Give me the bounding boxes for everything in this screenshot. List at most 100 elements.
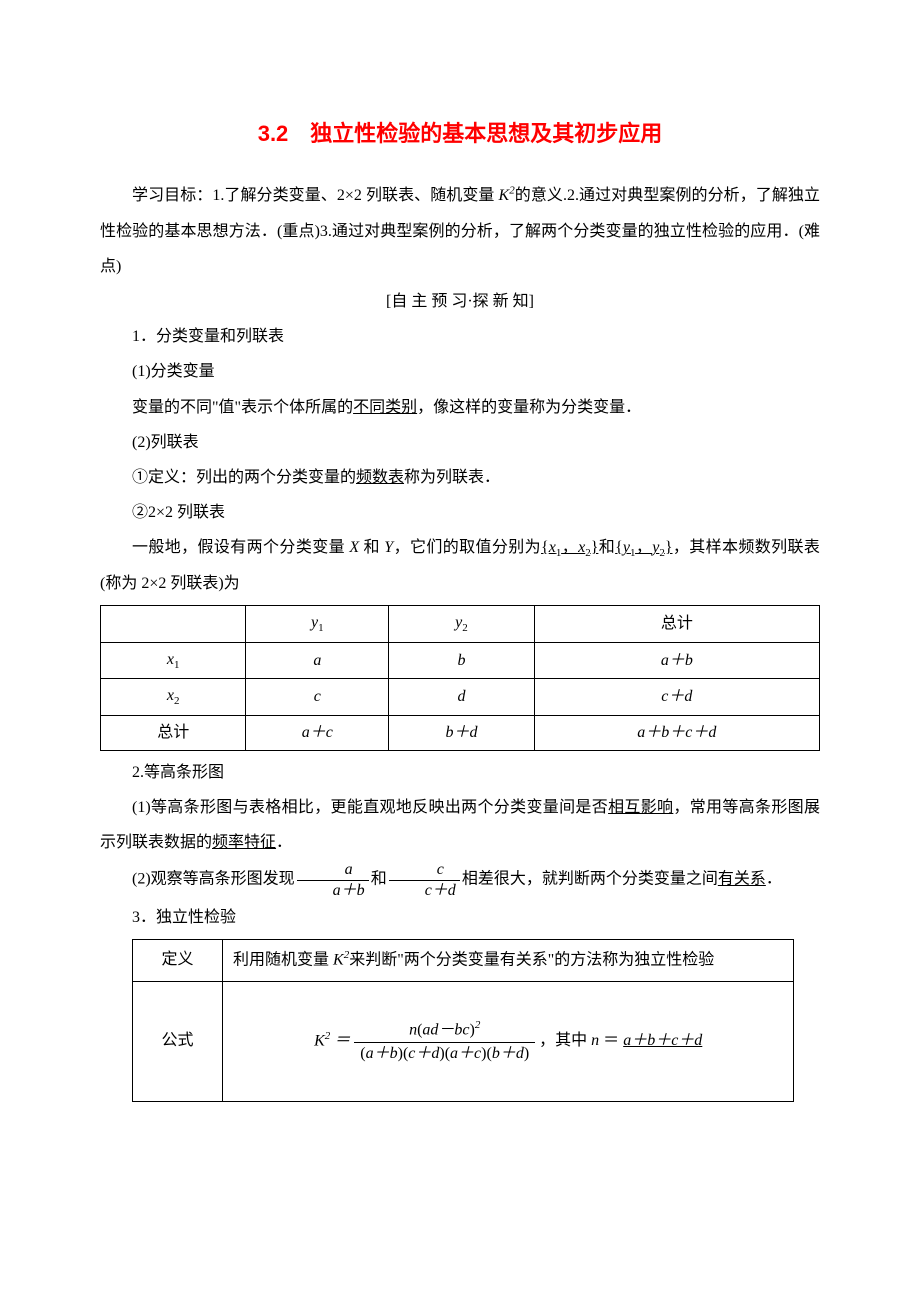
- s2-heading: 2.等高条形图: [100, 755, 820, 790]
- x1-var: x: [549, 539, 556, 556]
- s2-p1: (1)等高条形图与表格相比，更能直观地反映出两个分类变量间是否相互影响，常用等高…: [100, 790, 820, 860]
- td-c: c: [246, 679, 389, 716]
- n-value: a＋b＋c＋d: [623, 1027, 702, 1056]
- def-pre: 利用随机变量: [233, 951, 333, 968]
- s2-p1-pre: (1)等高条形图与表格相比，更能直观地反映出两个分类变量间是否: [132, 799, 608, 816]
- n-var: n: [409, 1021, 417, 1038]
- s1-p6-and: 和: [359, 539, 384, 556]
- brace-open: {: [541, 539, 549, 556]
- table-row: x2 c d c＋d: [101, 679, 820, 716]
- th-y1: y1: [246, 605, 389, 642]
- table-row: x1 a b a＋b: [101, 642, 820, 679]
- s1-p2: 变量的不同"值"表示个体所属的不同类别，像这样的变量称为分类变量．: [100, 390, 820, 425]
- formula-label: 公式: [133, 982, 223, 1102]
- td-total-label: 总计: [101, 716, 246, 751]
- s1-p2-post: ，像这样的变量称为分类变量．: [417, 399, 641, 416]
- learning-goals: 学习目标：1.了解分类变量、2×2 列联表、随机变量 K2的意义.2.通过对典型…: [100, 178, 820, 284]
- table-row: 总计 a＋c b＋d a＋b＋c＋d: [101, 716, 820, 751]
- s1-p5: ②2×2 列联表: [100, 495, 820, 530]
- td-x2: x2: [101, 679, 246, 716]
- lhs-k: K2: [314, 1027, 330, 1056]
- section-title: 3.2 独立性检验的基本思想及其初步应用: [100, 110, 820, 158]
- td-b: b: [389, 642, 534, 679]
- td-bd: b＋d: [389, 716, 534, 751]
- frac-den: a＋b: [297, 881, 369, 900]
- s1-p4: ①定义：列出的两个分类变量的频数表称为列联表．: [100, 460, 820, 495]
- def-content: 利用随机变量 K2来判断"两个分类变量有关系"的方法称为独立性检验: [223, 939, 794, 981]
- td-cd: c＋d: [534, 679, 819, 716]
- contingency-table: y1 y2 总计 x1 a b a＋b x2 c d c＋d 总计 a＋c b＋…: [100, 605, 820, 751]
- preview-header: [自 主 预 习·探 新 知]: [100, 284, 820, 319]
- frac-c-cd: cc＋d: [389, 860, 460, 899]
- goals-pre: 学习目标：1.了解分类变量、2×2 列联表、随机变量: [132, 187, 499, 204]
- table-row: y1 y2 总计: [101, 605, 820, 642]
- s2-p2-post: ．: [766, 871, 782, 888]
- n-var-2: n: [591, 1027, 599, 1056]
- s1-p6-set2: {y1，y2}: [615, 539, 672, 556]
- td-a: a: [246, 642, 389, 679]
- brace-open-2: {: [615, 539, 623, 556]
- s1-p4-u: 频数表: [356, 469, 404, 486]
- eq-sign: ＝: [334, 1027, 350, 1056]
- ad: ad: [422, 1021, 438, 1038]
- s2-p2: (2)观察等高条形图发现aa＋b和cc＋d相差很大，就判断两个分类变量之间有关系…: [100, 860, 820, 899]
- s1-p1: (1)分类变量: [100, 354, 820, 389]
- td-d: d: [389, 679, 534, 716]
- s1-p4-pre: ①定义：列出的两个分类变量的: [132, 469, 356, 486]
- td-ac: a＋c: [246, 716, 389, 751]
- frac-den-2: c＋d: [389, 881, 460, 900]
- def-label: 定义: [133, 939, 223, 981]
- comma-2: ，: [635, 539, 652, 556]
- sq-exp: 2: [475, 1019, 481, 1031]
- bd-term: b＋d: [492, 1045, 524, 1062]
- s2-p2-and: 和: [371, 871, 387, 888]
- s2-p2-u: 有关系: [718, 871, 766, 888]
- s1-heading: 1．分类变量和列联表: [100, 319, 820, 354]
- ab-term: a＋b: [366, 1045, 398, 1062]
- cd-term: c＋d: [408, 1045, 439, 1062]
- s1-p6-x: X: [349, 539, 359, 556]
- td-abcd: a＋b＋c＋d: [534, 716, 819, 751]
- frac-a-ab: aa＋b: [297, 860, 369, 899]
- frac-num: a: [297, 860, 369, 880]
- s1-p6-mid: ，它们的取值分别为: [393, 539, 541, 556]
- frac-num-2: c: [389, 860, 460, 880]
- s1-p3: (2)列联表: [100, 425, 820, 460]
- s2-p1-post: ．: [276, 834, 292, 851]
- definition-table: 定义 利用随机变量 K2来判断"两个分类变量有关系"的方法称为独立性检验 公式 …: [132, 939, 794, 1102]
- def-k: K: [333, 951, 344, 968]
- s1-p4-post: 称为列联表．: [404, 469, 500, 486]
- s3-heading: 3．独立性检验: [100, 900, 820, 935]
- where-text: ，其中: [539, 1027, 587, 1056]
- th-y2: y2: [389, 605, 534, 642]
- comma: ，: [561, 539, 578, 556]
- s1-p6-set1: {x1，x2}: [541, 539, 598, 556]
- s1-p2-u: 不同类别: [353, 399, 417, 416]
- minus: －: [438, 1021, 454, 1038]
- k-letter: K: [314, 1032, 325, 1049]
- def-post: 来判断"两个分类变量有关系"的方法称为独立性检验: [349, 951, 714, 968]
- s2-p1-u1: 相互影响: [608, 799, 673, 816]
- k2-formula: K2 ＝ n(ad－bc)2 (a＋b)(c＋d)(a＋c)(b＋d) ，其中 …: [233, 1018, 783, 1065]
- s2-p2-pre: (2)观察等高条形图发现: [132, 871, 295, 888]
- s1-p6-y: Y: [384, 539, 393, 556]
- th-empty: [101, 605, 246, 642]
- k-var: K: [499, 187, 510, 204]
- table-row: 定义 利用随机变量 K2来判断"两个分类变量有关系"的方法称为独立性检验: [133, 939, 794, 981]
- table-row: 公式 K2 ＝ n(ad－bc)2 (a＋b)(c＋d)(a＋c)(b＋d) ，…: [133, 982, 794, 1102]
- ac-term: a＋c: [450, 1045, 481, 1062]
- formula-content: K2 ＝ n(ad－bc)2 (a＋b)(c＋d)(a＋c)(b＋d) ，其中 …: [223, 982, 794, 1102]
- td-ab: a＋b: [534, 642, 819, 679]
- y1-var: y: [623, 539, 630, 556]
- fraction-numerator: n(ad－bc)2: [354, 1018, 535, 1043]
- brace-close-2: }: [665, 539, 673, 556]
- s1-p6-and2: 和: [598, 539, 615, 556]
- fraction-denominator: (a＋b)(c＋d)(a＋c)(b＋d): [354, 1043, 535, 1065]
- s2-p2-mid: 相差很大，就判断两个分类变量之间: [462, 871, 718, 888]
- p4r: ): [524, 1045, 529, 1062]
- s1-p6: 一般地，假设有两个分类变量 X 和 Y，它们的取值分别为{x1，x2}和{y1，…: [100, 530, 820, 601]
- eq-sign-2: ＝: [603, 1027, 619, 1056]
- td-x1: x1: [101, 642, 246, 679]
- th-total: 总计: [534, 605, 819, 642]
- s2-p1-u2: 频率特征: [212, 834, 276, 851]
